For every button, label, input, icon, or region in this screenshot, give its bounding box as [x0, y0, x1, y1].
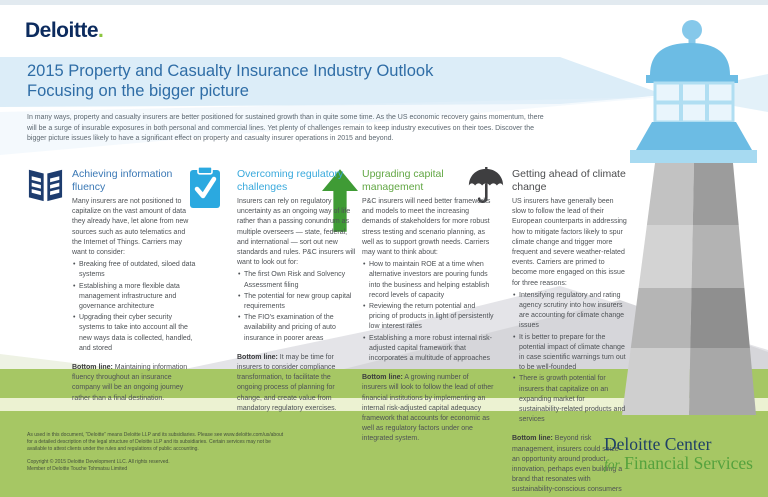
column-regulatory-challenges: Overcoming regulatory challenges Insurer… — [237, 168, 357, 416]
column-bullet-list: Intensifying regulatory and rating agenc… — [512, 291, 628, 426]
deloitte-center-logo: Deloitte Center for Financial Services — [604, 434, 753, 474]
bullet-item: Establishing a more robust internal risk… — [362, 334, 494, 365]
column-climate-change: Getting ahead of climate change US insur… — [512, 168, 628, 497]
column-intro: US insurers have generally been slow to … — [512, 198, 627, 287]
bottom-line-label: Bottom line: — [512, 435, 553, 443]
bottom-line-label: Bottom line: — [72, 364, 113, 372]
member-line: Member of Deloitte Touche Tohmatsu Limit… — [27, 466, 128, 472]
clipboard-check-icon — [190, 166, 220, 208]
column-heading: Overcoming regulatory challenges — [237, 168, 344, 193]
column-bullet-list: The first Own Risk and Solvency Assessme… — [237, 270, 357, 343]
copyright-line: Copyright © 2015 Deloitte Development LL… — [27, 459, 170, 465]
legal-disclaimer: As used in this document, “Deloitte” mea… — [27, 432, 284, 452]
bullet-item: The FIO's examination of the availabilit… — [237, 313, 357, 344]
bottom-line-label: Bottom line: — [237, 353, 278, 361]
bullet-item: The first Own Risk and Solvency Assessme… — [237, 270, 357, 290]
bullet-item: Breaking free of outdated, siloed data s… — [72, 260, 196, 280]
bottom-line-text: Maintaining information fluency througho… — [72, 364, 188, 402]
column-intro: Many insurers are not positioned to capi… — [72, 198, 189, 257]
bottom-line: Bottom line: Maintaining information flu… — [72, 363, 196, 404]
bullet-item: Reviewing the return potential and prici… — [362, 302, 494, 333]
lighthouse-illustration — [622, 20, 757, 415]
bullet-item: There is growth potential for insurers t… — [512, 374, 628, 425]
lighthouse-beams — [0, 57, 768, 155]
top-edge-strip — [0, 0, 768, 5]
copyright-notice: Copyright © 2015 Deloitte Development LL… — [27, 459, 289, 473]
bottom-line: Bottom line: A growing number of insurer… — [362, 373, 494, 444]
center-logo-for: for — [604, 457, 620, 472]
center-logo-services: Financial Services — [619, 453, 753, 473]
bullet-item: How to maintain ROE at a time when alter… — [362, 260, 494, 301]
bullet-item: Establishing a more flexible data manage… — [72, 282, 196, 313]
column-intro: P&C insurers will need better frameworks… — [362, 198, 491, 257]
bullet-item: Upgrading their cyber security systems t… — [72, 313, 196, 354]
up-arrow-icon — [322, 169, 358, 232]
deloitte-logo-dot: . — [98, 19, 104, 42]
column-heading: Achieving information fluency — [72, 168, 173, 193]
page-title: 2015 Property and Casualty Insurance Ind… — [27, 61, 433, 101]
bottom-line: Bottom line: It may be time for insurers… — [237, 353, 357, 414]
bullet-item: It is better to prepare for the potentia… — [512, 333, 628, 374]
center-logo-line2: for Financial Services — [604, 454, 753, 474]
bullet-item: The potential for new group capital requ… — [237, 292, 357, 312]
bottom-line-label: Bottom line: — [362, 374, 403, 382]
column-heading: Getting ahead of climate change — [512, 168, 626, 193]
column-intro: Insurers can rely on regulatory uncertai… — [237, 198, 356, 267]
deloitte-logo: Deloitte. — [25, 19, 104, 43]
bottom-line-text: It may be time for insurers to consider … — [237, 353, 337, 412]
open-book-icon — [28, 169, 63, 202]
column-information-fluency: Achieving information fluency Many insur… — [72, 168, 196, 406]
bottom-line-text: A growing number of insurers will look t… — [362, 374, 494, 443]
umbrella-icon — [468, 167, 504, 203]
column-heading: Upgrading capital management — [362, 168, 444, 193]
deloitte-logo-text: Deloitte — [25, 19, 99, 42]
center-logo-line1: Deloitte Center — [604, 434, 712, 454]
bullet-item: Intensifying regulatory and rating agenc… — [512, 291, 628, 332]
column-bullet-list: How to maintain ROE at a time when alter… — [362, 260, 494, 364]
page-title-line1: 2015 Property and Casualty Insurance Ind… — [27, 62, 434, 80]
page-title-line2: Focusing on the bigger picture — [27, 82, 249, 100]
column-bullet-list: Breaking free of outdated, siloed data s… — [72, 260, 196, 354]
intro-paragraph: In many ways, property and casualty insu… — [27, 114, 544, 142]
column-capital-management: Upgrading capital management P&C insurer… — [362, 168, 494, 447]
